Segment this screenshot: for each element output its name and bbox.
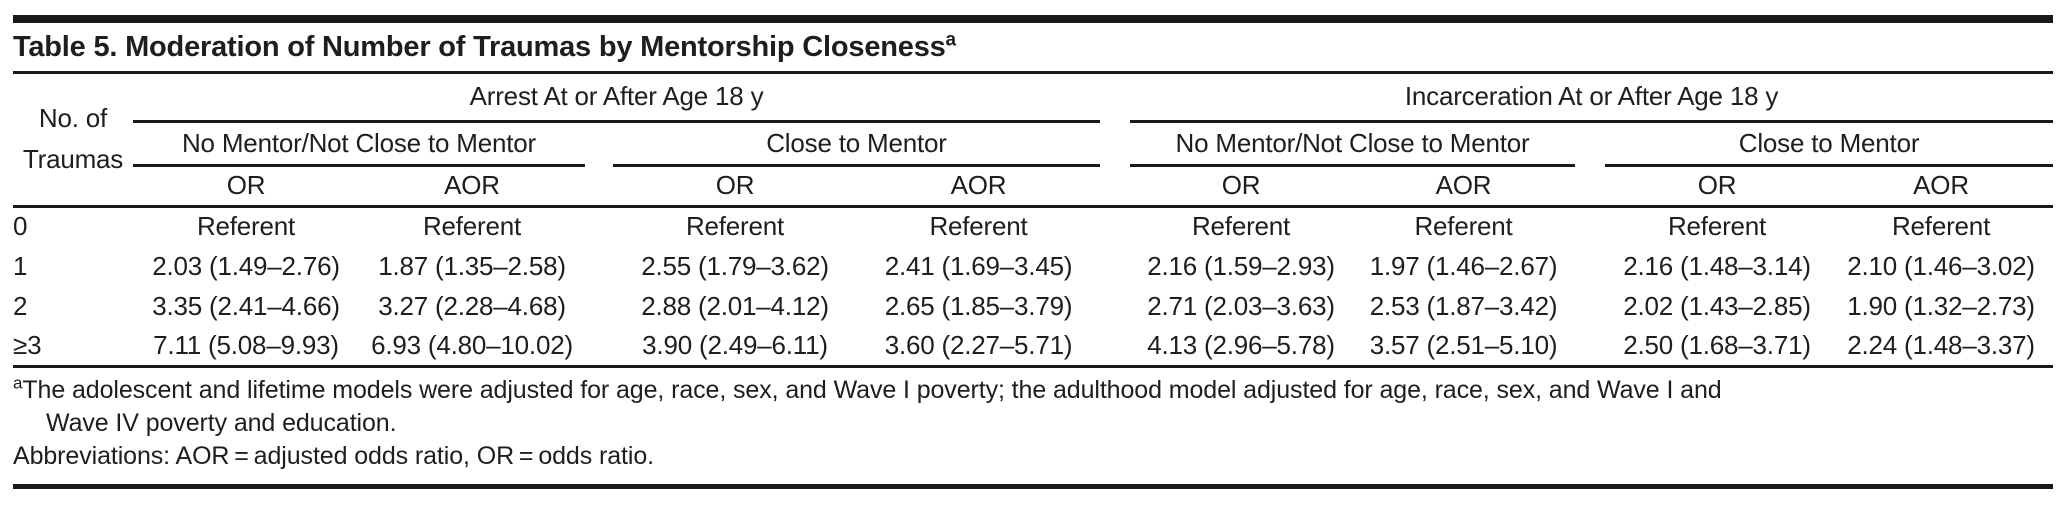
table-container: Table 5. Moderation of Number of Traumas… xyxy=(13,15,2054,489)
cell-or: 3.90 (2.49–6.11) xyxy=(613,326,857,368)
statistics-table: No. of Traumas Arrest At or After Age 18… xyxy=(13,74,2054,368)
cell-aor: 2.24 (1.48–3.37) xyxy=(1829,326,2054,368)
table-row: ≥3 7.11 (5.08–9.93) 6.93 (4.80–10.02) 3.… xyxy=(13,326,2054,368)
cell-aor: 1.97 (1.46–2.67) xyxy=(1369,250,1558,281)
column-spacer xyxy=(1100,74,1130,121)
subgroup-header-row: No Mentor/Not Close to Mentor Close to M… xyxy=(13,121,2054,167)
cell-aor: 1.90 (1.32–2.73) xyxy=(1847,290,2035,321)
row-label: 2 xyxy=(13,290,28,321)
row-label: 0 xyxy=(13,211,28,242)
table-row: 0 Referent Referent Referent Referent Re… xyxy=(13,206,2053,246)
footnote-a-line2: Wave IV poverty and education. xyxy=(46,408,397,437)
row-label: 1 xyxy=(13,250,28,281)
or-header: OR xyxy=(613,165,857,208)
aor-header: AOR xyxy=(359,165,585,208)
cell-aor: 6.93 (4.80–10.02) xyxy=(359,326,585,368)
aor-header: AOR xyxy=(1352,165,1576,208)
cell-or: 2.16 (1.59–2.93) xyxy=(1147,250,1335,281)
cell-aor: 2.53 (1.87–3.42) xyxy=(1369,290,1558,321)
aor-header: AOR xyxy=(1829,165,2054,208)
cell-aor: Referent xyxy=(1891,211,1991,242)
or-header: OR xyxy=(1130,165,1353,208)
cell-or: 2.88 (2.01–4.12) xyxy=(641,290,829,321)
column-spacer xyxy=(1575,121,1605,165)
row-label-header: No. of Traumas xyxy=(13,74,133,208)
column-spacer xyxy=(585,165,613,208)
cell-or: Referent xyxy=(196,211,296,242)
table-title-footnote-marker: a xyxy=(945,29,957,51)
cell-or: 7.11 (5.08–9.93) xyxy=(133,326,359,368)
cell-or: 2.02 (1.43–2.85) xyxy=(1623,290,1811,321)
column-spacer xyxy=(1575,246,1605,286)
cell-or: 3.35 (2.41–4.66) xyxy=(152,290,340,321)
cell-or: Referent xyxy=(1667,211,1767,242)
cell-aor: 3.27 (2.28–4.68) xyxy=(378,290,566,321)
cell-or: 2.50 (1.68–3.71) xyxy=(1605,326,1830,368)
bottom-rule xyxy=(13,483,2053,489)
top-rule xyxy=(13,15,2053,23)
row-label: ≥3 xyxy=(13,326,133,368)
cell-aor: 3.60 (2.27–5.71) xyxy=(857,326,1101,368)
aor-header: AOR xyxy=(857,165,1101,208)
group-header-row: No. of Traumas Arrest At or After Age 18… xyxy=(13,74,2054,208)
subgroup-incarceration-close-mentor: Close to Mentor xyxy=(1605,121,2054,167)
column-spacer xyxy=(585,121,613,165)
footnote-a-marker: a xyxy=(13,373,23,393)
column-spacer xyxy=(1575,326,1606,368)
row-label-header-line2: Traumas xyxy=(22,144,124,175)
cell-aor: 2.41 (1.69–3.45) xyxy=(884,250,1073,281)
column-spacer xyxy=(585,286,613,326)
or-header: OR xyxy=(133,165,359,208)
table-row: 1 2.03 (1.49–2.76) 1.87 (1.35–2.58) 2.55… xyxy=(13,246,2053,286)
cell-or: 2.16 (1.48–3.14) xyxy=(1623,250,1811,281)
column-group-incarceration: Incarceration At or After Age 18 y xyxy=(1130,74,2054,123)
footnotes: aThe adolescent and lifetime models were… xyxy=(13,374,2053,473)
cell-or: 2.55 (1.79–3.62) xyxy=(641,250,829,281)
column-spacer xyxy=(1100,286,1130,326)
column-spacer xyxy=(1100,165,1131,208)
or-header: OR xyxy=(1605,165,1830,208)
column-group-arrest: Arrest At or After Age 18 y xyxy=(133,74,1101,123)
table-title-text: Table 5. Moderation of Number of Traumas… xyxy=(13,31,946,63)
cell-aor: 3.57 (2.51–5.10) xyxy=(1352,326,1576,368)
column-spacer xyxy=(1100,121,1130,165)
column-spacer xyxy=(1100,326,1131,368)
column-spacer xyxy=(1575,165,1606,208)
column-spacer xyxy=(1100,246,1130,286)
measure-header-row: OR AOR OR AOR OR AOR OR AOR xyxy=(13,165,2054,208)
cell-or: 2.03 (1.49–2.76) xyxy=(152,250,340,281)
table-row: 2 3.35 (2.41–4.66) 3.27 (2.28–4.68) 2.88… xyxy=(13,286,2053,326)
cell-aor: 1.87 (1.35–2.58) xyxy=(378,250,566,281)
cell-or: Referent xyxy=(685,211,785,242)
column-spacer xyxy=(1575,286,1605,326)
subgroup-arrest-no-mentor: No Mentor/Not Close to Mentor xyxy=(133,121,585,167)
subgroup-arrest-close-mentor: Close to Mentor xyxy=(613,121,1101,167)
column-spacer xyxy=(1575,206,1605,246)
footnote-a-text: The adolescent and lifetime models were … xyxy=(22,375,1722,404)
cell-or: 2.71 (2.03–3.63) xyxy=(1147,290,1335,321)
subgroup-incarceration-no-mentor: No Mentor/Not Close to Mentor xyxy=(1130,121,1576,167)
cell-or: 4.13 (2.96–5.78) xyxy=(1130,326,1353,368)
table-title: Table 5. Moderation of Number of Traumas… xyxy=(13,23,2053,74)
column-spacer xyxy=(585,246,613,286)
cell-aor: Referent xyxy=(929,211,1028,242)
footnote-a-line1: aThe adolescent and lifetime models were… xyxy=(13,374,2053,407)
row-label-header-line1: No. of xyxy=(38,103,108,134)
cell-aor: Referent xyxy=(422,211,522,242)
cell-aor: Referent xyxy=(1414,211,1513,242)
cell-or: Referent xyxy=(1191,211,1291,242)
cell-aor: 2.10 (1.46–3.02) xyxy=(1847,250,2035,281)
cell-aor: 2.65 (1.85–3.79) xyxy=(884,290,1073,321)
footnote-abbreviations: Abbreviations: AOR = adjusted odds ratio… xyxy=(13,441,654,470)
column-spacer xyxy=(585,326,613,368)
column-spacer xyxy=(585,206,613,246)
column-spacer xyxy=(1100,206,1130,246)
